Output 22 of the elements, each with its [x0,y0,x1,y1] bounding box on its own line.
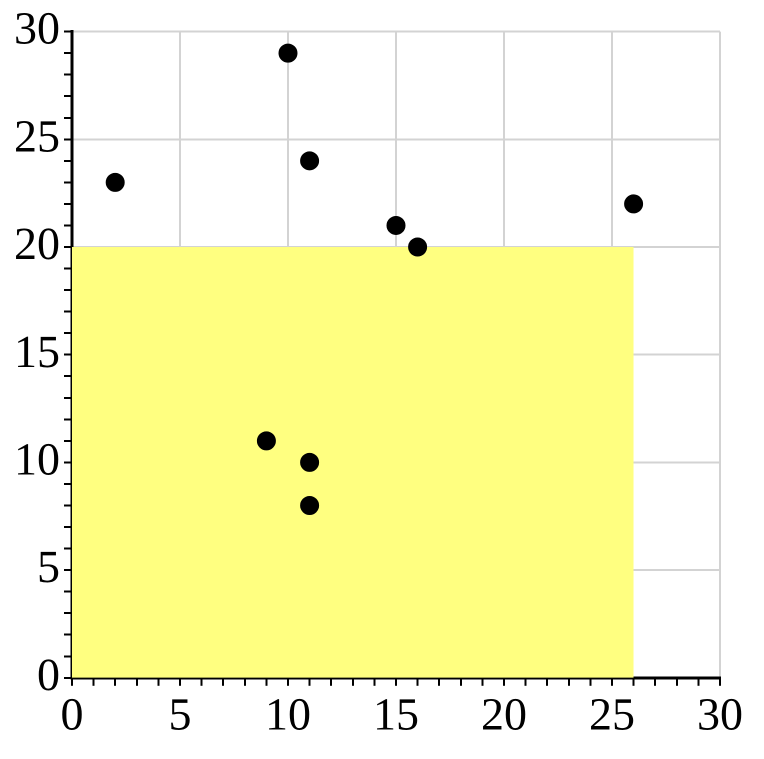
point [624,194,644,214]
point [408,238,428,256]
x-tick-label: 15 [373,688,419,740]
point [106,172,125,192]
y-tick-label: 15 [14,326,60,377]
point [256,431,276,450]
x-tick-label: 5 [168,688,192,740]
x-tick-label: 25 [589,688,635,740]
y-tick-label: 10 [14,433,60,484]
y-tick-label: 20 [14,218,60,270]
x-tick-label: 20 [481,688,527,740]
point [300,452,320,472]
y-tick-label: 30 [14,2,60,54]
point [386,216,406,235]
y-tick-label: 5 [37,541,60,592]
point [300,151,320,170]
point [278,44,298,63]
y-tick-label: 25 [14,110,60,162]
y-tick-label: 0 [37,648,60,700]
point [300,496,320,515]
x-tick-label: 30 [697,688,743,740]
x-tick-label: 10 [265,688,311,740]
